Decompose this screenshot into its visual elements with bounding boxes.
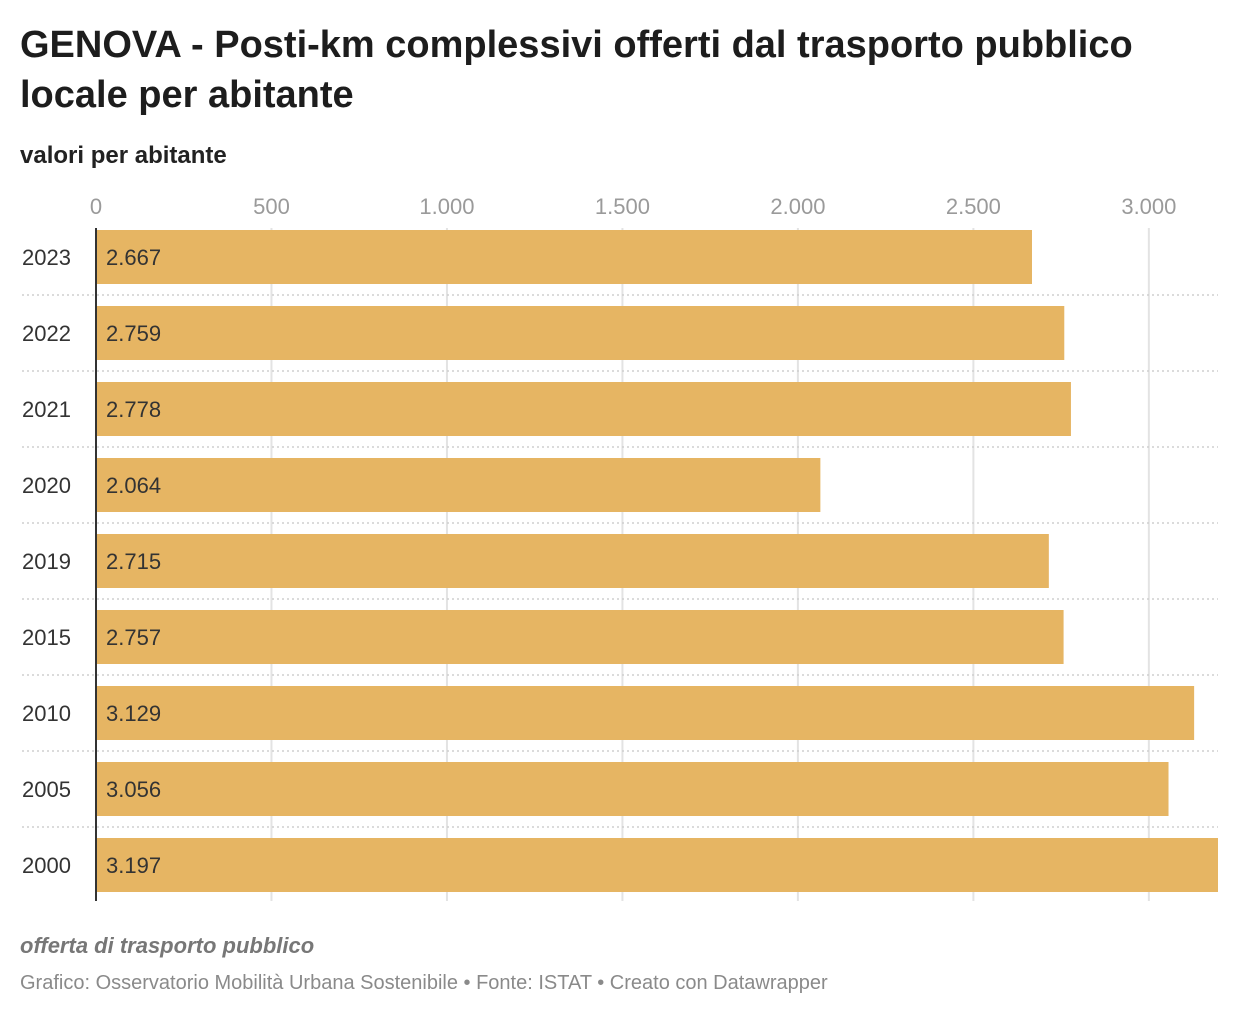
x-tick-label: 1.000 xyxy=(419,194,474,219)
chart-credit: Grafico: Osservatorio Mobilità Urbana So… xyxy=(20,972,828,994)
x-tick-label: 2.500 xyxy=(946,194,1001,219)
chart-note: offerta di trasporto pubblico xyxy=(20,933,315,958)
value-label: 2.757 xyxy=(106,625,161,650)
bar xyxy=(96,382,1071,436)
category-label: 2000 xyxy=(22,853,71,878)
category-label: 2005 xyxy=(22,777,71,802)
category-label: 2010 xyxy=(22,701,71,726)
category-label: 2020 xyxy=(22,473,71,498)
x-tick-label: 0 xyxy=(90,194,102,219)
x-tick-label: 1.500 xyxy=(595,194,650,219)
value-label: 2.759 xyxy=(106,321,161,346)
row-separators xyxy=(22,294,1218,828)
value-label: 2.667 xyxy=(106,245,161,270)
category-label: 2015 xyxy=(22,625,71,650)
x-tick-label: 2.000 xyxy=(770,194,825,219)
x-tick-label: 3.000 xyxy=(1121,194,1176,219)
bar xyxy=(96,610,1064,664)
bar xyxy=(96,458,821,512)
category-label: 2019 xyxy=(22,549,71,574)
bars: 2023 2.667 2022 2.759 2021 2.778 2020 2.064 2019… xyxy=(22,230,1218,892)
category-label: 2023 xyxy=(22,245,71,270)
value-label: 3.129 xyxy=(106,701,161,726)
category-label: 2022 xyxy=(22,321,71,346)
bar-chart: 0 500 1.000 1.500 2.000 2.500 3.000 2023 2.6672… xyxy=(22,194,1218,901)
chart-subtitle: valori per abitante xyxy=(20,142,227,169)
value-label: 2.064 xyxy=(106,473,161,498)
x-axis-ticks: 0 500 1.000 1.500 2.000 2.500 3.000 xyxy=(90,194,1177,219)
bar xyxy=(96,230,1032,284)
bar xyxy=(96,838,1218,892)
bar xyxy=(96,686,1195,740)
bar xyxy=(96,762,1169,816)
bar xyxy=(96,306,1065,360)
value-label: 3.056 xyxy=(106,777,161,802)
value-label: 3.197 xyxy=(106,853,161,878)
chart-title: GENOVA - Posti-km complessivi offerti da… xyxy=(20,24,1133,116)
category-label: 2021 xyxy=(22,397,71,422)
value-label: 2.778 xyxy=(106,397,161,422)
value-label: 2.715 xyxy=(106,549,161,574)
bar xyxy=(96,534,1049,588)
x-tick-label: 500 xyxy=(253,194,290,219)
